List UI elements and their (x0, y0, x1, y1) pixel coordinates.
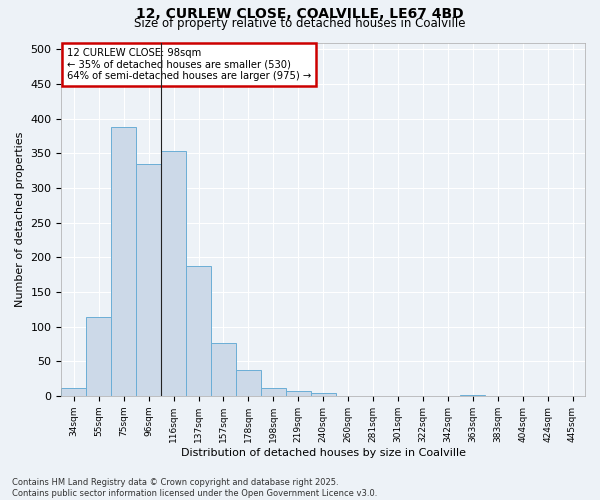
Bar (61, 388, 86, 396)
Bar (236, 370, 261, 396)
Bar (261, 388, 286, 396)
X-axis label: Distribution of detached houses by size in Coalville: Distribution of detached houses by size … (181, 448, 466, 458)
Bar (460, 395, 485, 396)
Y-axis label: Number of detached properties: Number of detached properties (15, 132, 25, 307)
Text: 12 CURLEW CLOSE: 98sqm
← 35% of detached houses are smaller (530)
64% of semi-de: 12 CURLEW CLOSE: 98sqm ← 35% of detached… (67, 48, 311, 81)
Bar (111, 127, 136, 396)
Bar (286, 391, 311, 396)
Text: Size of property relative to detached houses in Coalville: Size of property relative to detached ho… (134, 18, 466, 30)
Text: 12, CURLEW CLOSE, COALVILLE, LE67 4BD: 12, CURLEW CLOSE, COALVILLE, LE67 4BD (136, 8, 464, 22)
Bar (161, 150, 186, 396)
Bar (211, 343, 236, 396)
Bar (136, 164, 161, 396)
Bar (186, 266, 211, 396)
Bar (86, 317, 111, 396)
Text: Contains HM Land Registry data © Crown copyright and database right 2025.
Contai: Contains HM Land Registry data © Crown c… (12, 478, 377, 498)
Bar (311, 393, 335, 396)
